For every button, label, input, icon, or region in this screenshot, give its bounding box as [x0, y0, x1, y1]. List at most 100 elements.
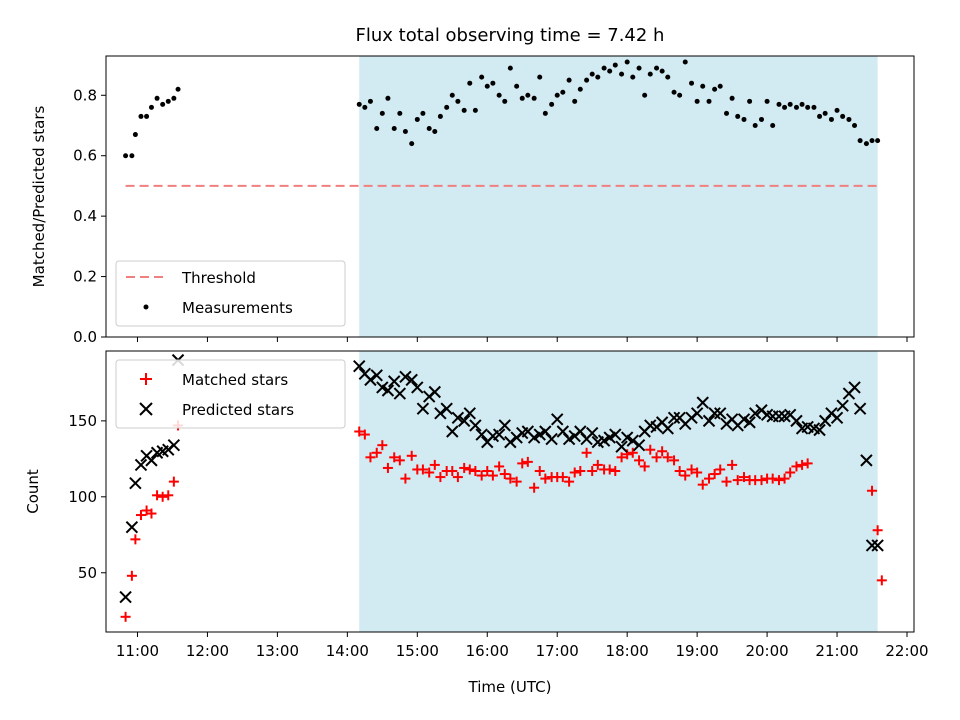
x-tick-label: 22:00 — [885, 642, 928, 660]
measurement-point — [782, 104, 788, 110]
y-tick-label: 0.6 — [73, 147, 97, 165]
predicted-star-point — [498, 419, 511, 432]
predicted-star-point — [860, 454, 873, 467]
predicted-star-point — [381, 384, 395, 397]
predicted-legend-swatch — [139, 402, 153, 416]
measurement-point — [572, 98, 578, 104]
measurement-point — [160, 101, 166, 107]
measurement-point — [154, 95, 160, 101]
predicted-star-point — [760, 408, 774, 422]
measurement-point — [554, 92, 560, 98]
measurement-point — [397, 110, 403, 116]
measurement-point — [706, 98, 712, 104]
measurement-point — [549, 101, 555, 107]
predicted-star-point — [129, 476, 142, 490]
measurement-point — [659, 68, 665, 74]
measurement-point — [409, 141, 415, 147]
predicted-star-point — [644, 419, 657, 432]
measurement-point — [148, 104, 154, 110]
measurement-point — [805, 104, 811, 110]
measurement-point — [560, 89, 566, 95]
predicted-star-point — [737, 413, 751, 426]
predicted-star-point — [667, 411, 681, 425]
predicted-star-point — [492, 428, 506, 441]
measurement-point — [356, 101, 362, 107]
measurement-point — [642, 92, 648, 98]
measurement-point — [776, 101, 782, 107]
predicted-star-point — [801, 420, 814, 434]
measurement-point — [414, 116, 420, 122]
measurement-point — [374, 126, 380, 132]
matched-stars-points — [120, 420, 887, 622]
measurement-point — [863, 141, 869, 147]
predicted-star-point — [440, 402, 453, 415]
predicted-star-point — [551, 413, 564, 426]
predicted-star-point — [836, 399, 849, 412]
measurement-point — [175, 86, 181, 92]
predicted-star-point — [167, 438, 181, 452]
measurement-point — [770, 122, 776, 128]
x-tick-label: 12:00 — [186, 642, 229, 660]
bottom-ticks: 11:00 12:00 13:00 14:00 15:00 16:00 17:00 18:00… — [68, 412, 928, 660]
predicted-star-point — [451, 411, 465, 425]
predicted-star-point — [696, 396, 709, 409]
chart-title: Flux total observing time = 7.42 h — [356, 25, 665, 46]
measurement-point — [735, 113, 741, 119]
predicted-stars-points — [119, 353, 884, 604]
predicted-star-point — [545, 432, 558, 446]
top-legend: Threshold Measurements — [115, 260, 346, 327]
x-tick-label: 11:00 — [116, 642, 159, 660]
measurement-point — [437, 113, 443, 119]
measurement-point — [165, 98, 171, 104]
measurement-point — [729, 95, 735, 101]
measurement-point — [449, 92, 455, 98]
measurement-point — [694, 98, 700, 104]
predicted-star-point — [708, 407, 721, 420]
measurement-point — [402, 129, 408, 135]
x-tick-label: 15:00 — [396, 642, 439, 660]
predicted-star-point — [865, 539, 879, 552]
y-tick-label: 0.2 — [73, 268, 97, 286]
measurement-point — [385, 95, 391, 101]
predicted-star-point — [609, 428, 622, 441]
predicted-star-point — [364, 373, 377, 387]
bottom-legend-box — [115, 359, 346, 429]
predicted-star-point — [661, 422, 674, 435]
x-tick-label: 14:00 — [326, 642, 369, 660]
measurement-point — [379, 110, 385, 116]
y-tick-label: 50 — [78, 564, 97, 582]
predicted-star-point — [434, 407, 447, 420]
measurement-point — [712, 86, 718, 92]
measurement-point — [461, 107, 467, 113]
measurement-point — [502, 98, 508, 104]
measurement-point — [577, 86, 583, 92]
measurement-point — [869, 138, 875, 144]
predicted-star-point — [632, 438, 646, 452]
top-ticks: 0.0 0.2 0.4 0.6 0.8 — [73, 86, 908, 346]
measurement-point — [525, 92, 531, 98]
y-tick-label: 100 — [68, 488, 97, 506]
measurement-point — [700, 83, 706, 89]
measurement-point — [752, 122, 758, 128]
measurement-point — [689, 80, 695, 86]
top-y-axis-label: Matched/Predicted stars — [30, 106, 48, 288]
measurement-point — [432, 129, 438, 135]
predicted-star-point — [673, 411, 686, 425]
predicted-legend-label: Predicted stars — [182, 401, 294, 419]
predicted-star-point — [830, 411, 844, 425]
measurement-point — [741, 116, 747, 122]
matched-legend-label: Matched stars — [182, 371, 288, 389]
y-tick-label: 150 — [68, 412, 97, 430]
predicted-star-point — [521, 425, 535, 438]
threshold-legend-label: Threshold — [181, 269, 256, 287]
predicted-star-point — [690, 407, 704, 420]
measurement-point — [467, 80, 473, 86]
predicted-star-point — [626, 434, 639, 447]
measurement-point — [479, 74, 485, 80]
predicted-star-point — [813, 423, 826, 437]
predicted-star-point — [807, 422, 821, 435]
measurement-point — [507, 65, 513, 71]
predicted-star-point — [125, 520, 139, 534]
measurement-point — [811, 104, 817, 110]
measurement-point — [420, 110, 426, 116]
